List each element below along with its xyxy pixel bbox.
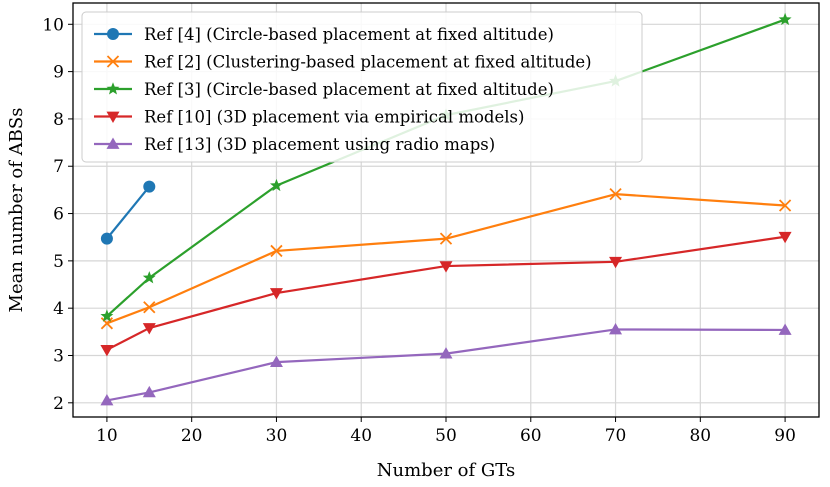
x-marker-stroke	[270, 244, 283, 258]
data-point	[100, 309, 114, 322]
x-tick-label: 80	[689, 426, 711, 446]
y-tick-label: 10	[42, 15, 64, 35]
series-line	[106, 185, 151, 240]
y-tick-label: 8	[53, 110, 64, 130]
legend-marker	[107, 28, 119, 40]
y-axis-label: Mean number of ABSs	[6, 108, 27, 313]
data-point	[778, 12, 792, 26]
x-marker-stroke	[106, 55, 120, 68]
x-tick-label: 50	[435, 426, 457, 446]
y-tick-label: 3	[53, 346, 64, 366]
series-line	[106, 235, 786, 351]
y-tick-label: 5	[53, 252, 64, 272]
legend-label: Ref [2] (Clustering-based placement at f…	[144, 53, 592, 72]
x-tick-label: 10	[96, 426, 118, 446]
data-point	[100, 317, 114, 330]
legend-box	[81, 11, 643, 163]
data-point	[269, 355, 283, 367]
data-point	[778, 323, 792, 335]
legend-item: Ref [13] (3D placement using radio maps)	[94, 135, 495, 154]
legend-marker	[106, 137, 120, 149]
data-point	[142, 323, 156, 335]
legend-item: Ref [3] (Circle-based placement at fixed…	[94, 80, 554, 99]
x-tick-label: 30	[266, 426, 288, 446]
data-point	[269, 178, 283, 192]
data-point	[100, 393, 114, 406]
data-point	[439, 347, 453, 359]
legend: Ref [4] (Circle-based placement at fixed…	[81, 11, 643, 163]
series-line	[106, 328, 786, 402]
x-tick-label: 60	[520, 426, 542, 446]
x-tick-label: 70	[605, 426, 627, 446]
data-point	[142, 271, 156, 284]
data-point	[439, 232, 453, 245]
legend-label: Ref [13] (3D placement using radio maps)	[144, 135, 495, 154]
legend-marker	[106, 82, 120, 95]
data-point	[100, 344, 114, 357]
data-point	[270, 244, 283, 258]
axis-ticks: 10 20 30 40 50 60 70 80 90 2 3 4 5 6 7 8 9 10	[42, 15, 796, 446]
data-point	[142, 385, 156, 398]
series-2	[100, 188, 792, 330]
data-point	[778, 199, 792, 212]
x-marker-stroke	[143, 301, 156, 314]
x-tick-label: 90	[774, 426, 796, 446]
x-marker-stroke	[439, 232, 453, 245]
data-point	[143, 180, 156, 193]
x-marker-stroke	[100, 317, 114, 330]
data-point	[439, 261, 453, 273]
series-line	[106, 193, 786, 325]
data-point	[778, 231, 792, 244]
x-marker-stroke	[778, 199, 792, 212]
series-1	[100, 180, 156, 245]
y-tick-label: 4	[53, 299, 64, 319]
y-tick-label: 7	[53, 157, 64, 177]
data-point	[269, 288, 283, 300]
legend-marker	[106, 55, 120, 68]
y-tick-label: 9	[53, 63, 64, 83]
legend-label: Ref [3] (Circle-based placement at fixed…	[144, 80, 554, 99]
legend-item: Ref [4] (Circle-based placement at fixed…	[94, 25, 554, 44]
series-5	[100, 322, 792, 406]
x-tick-label: 20	[181, 426, 203, 446]
legend-marker	[106, 111, 120, 123]
legend-label: Ref [4] (Circle-based placement at fixed…	[144, 25, 554, 44]
x-tick-label: 40	[350, 426, 372, 446]
legend-item: Ref [2] (Clustering-based placement at f…	[94, 53, 592, 72]
legend-item: Ref [10] (3D placement via empirical mod…	[94, 108, 524, 127]
y-tick-label: 2	[53, 394, 64, 414]
series-4	[100, 231, 792, 357]
y-tick-label: 6	[53, 205, 64, 225]
x-marker-stroke	[609, 188, 622, 201]
x-axis-label: Number of GTs	[377, 460, 515, 481]
data-point	[609, 188, 622, 201]
data-point	[609, 322, 623, 335]
data-point	[609, 256, 623, 269]
data-point	[100, 232, 113, 245]
legend-label: Ref [10] (3D placement via empirical mod…	[144, 108, 524, 127]
data-point	[143, 301, 156, 314]
